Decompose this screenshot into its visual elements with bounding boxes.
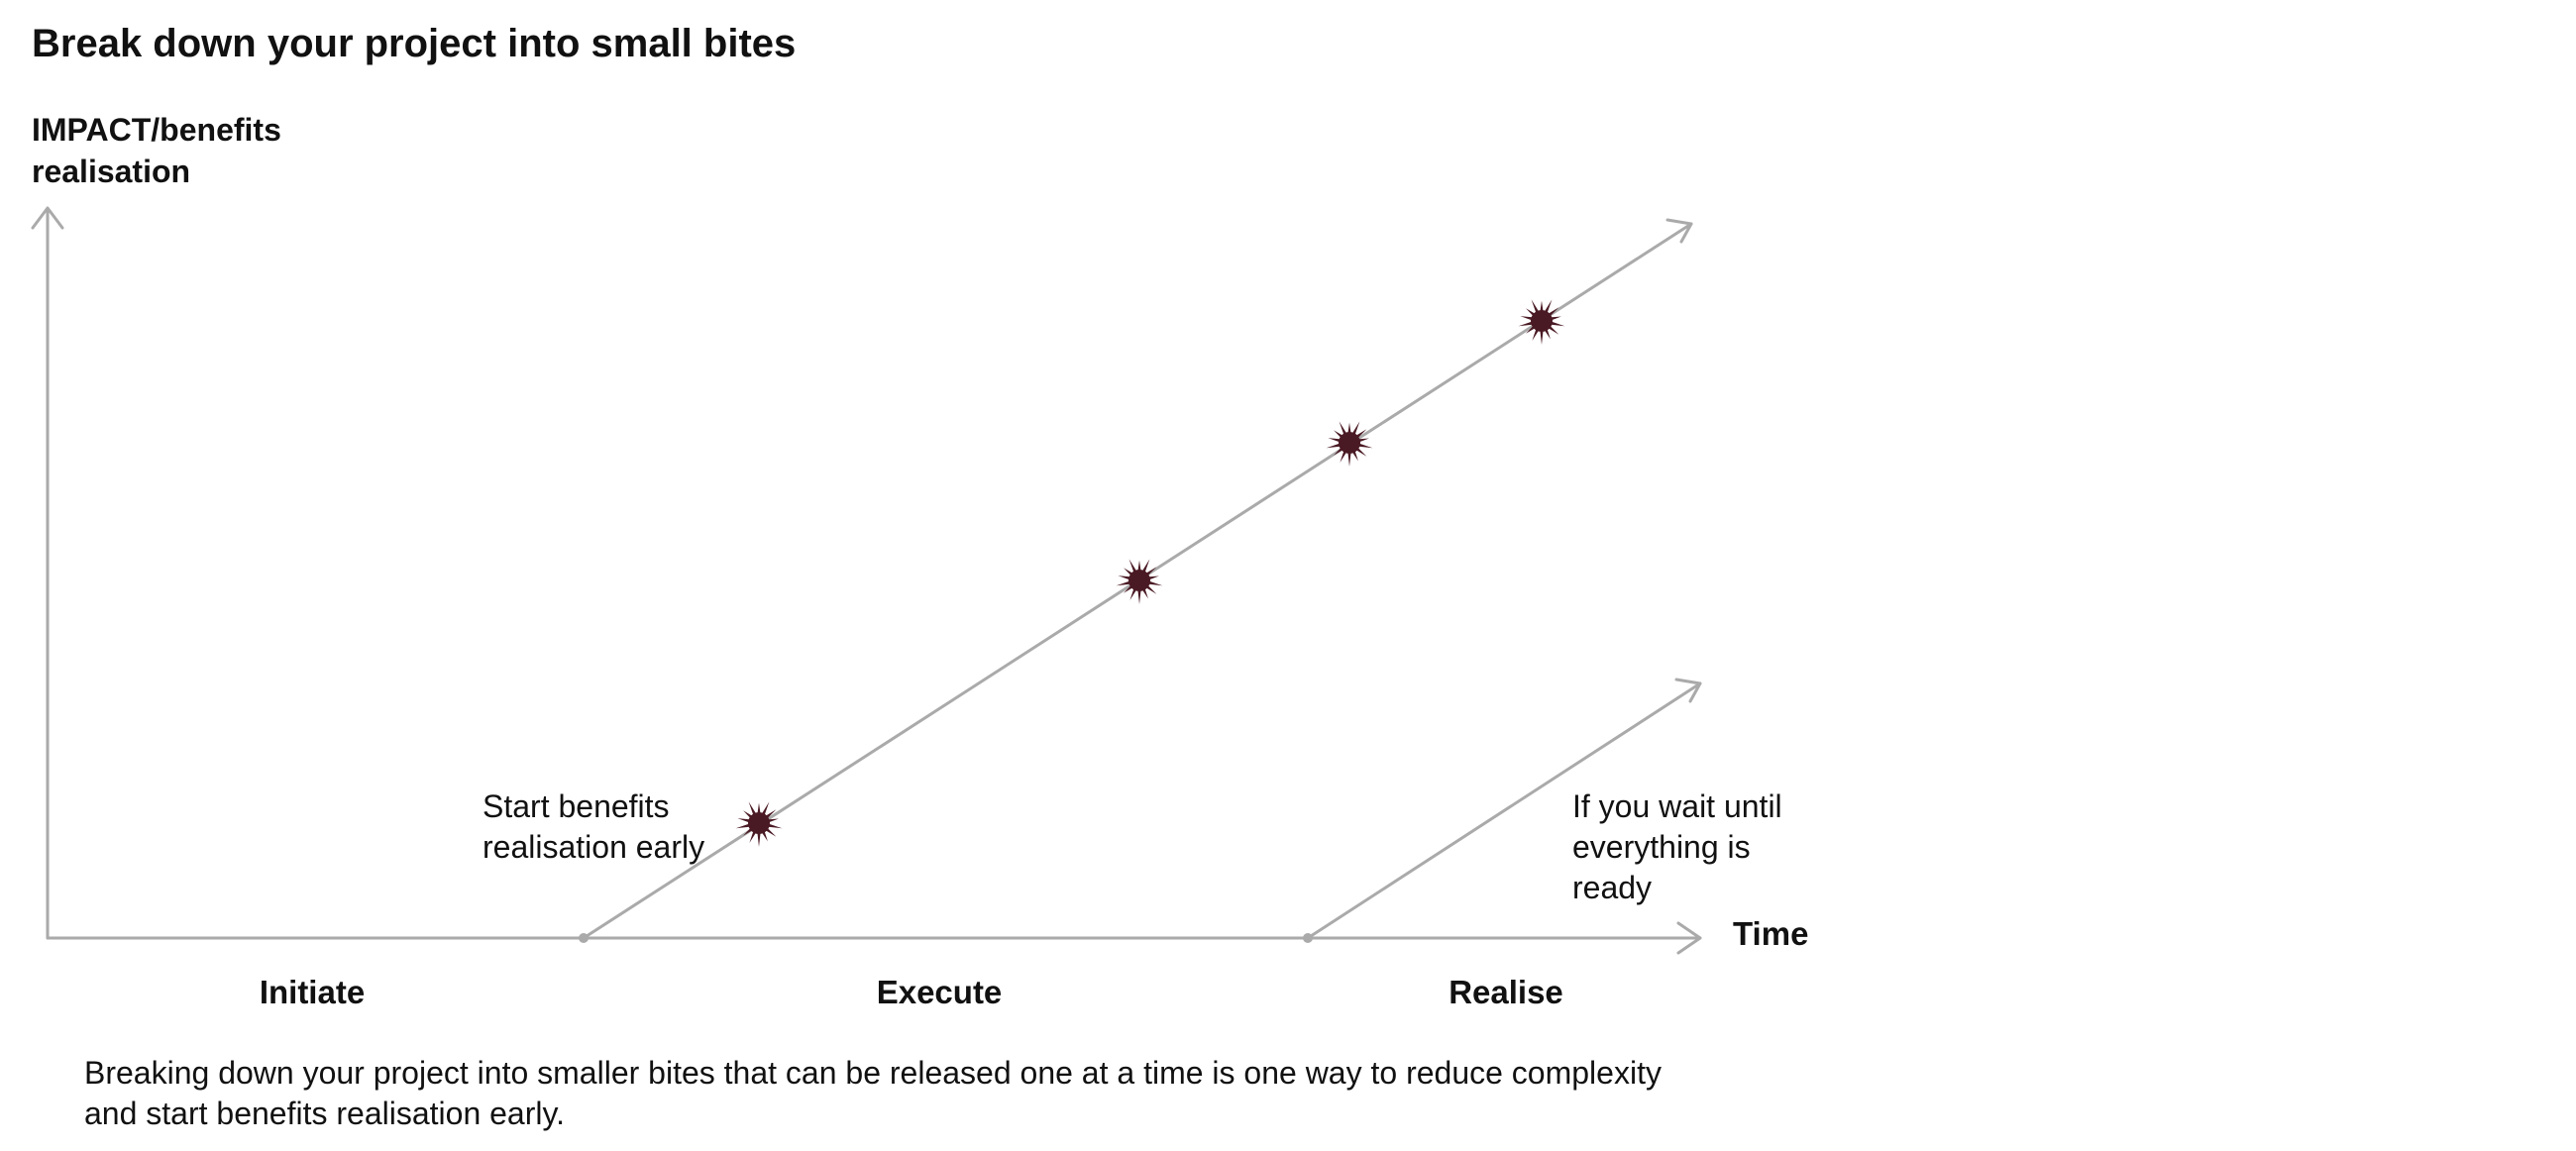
phase-initiate: Initiate: [259, 974, 366, 1010]
release-burst-icon: [735, 801, 783, 847]
late-release-arrowhead: [1674, 678, 1702, 703]
release-burst-icon: [1518, 299, 1565, 345]
caption: Breaking down your project into smaller …: [84, 1055, 1662, 1131]
release-burst-core: [1128, 570, 1150, 591]
y-axis-label: IMPACT/benefits realisation: [32, 112, 281, 189]
y-axis-arrowhead: [31, 206, 64, 230]
x-axis-arrowhead: [1676, 921, 1702, 955]
early-start-annotation: Start benefits realisation early: [483, 788, 705, 865]
early-release-arrowhead: [1665, 218, 1693, 244]
early-start-dot: [579, 933, 589, 943]
release-burst-icon: [1116, 559, 1163, 604]
release-burst-core: [748, 812, 770, 834]
late-release-line: [1306, 681, 1702, 940]
release-burst-core: [1339, 432, 1360, 454]
release-burst-core: [1531, 310, 1553, 332]
release-burst-icon: [1326, 421, 1373, 467]
page-title: Break down your project into small bites: [32, 22, 797, 65]
wait-annotation: If you wait until everything is ready: [1572, 788, 1782, 905]
phase-realise: Realise: [1449, 974, 1563, 1010]
x-axis-label: Time: [1733, 915, 1809, 952]
phase-execute: Execute: [876, 974, 1003, 1010]
late-start-dot: [1303, 933, 1313, 943]
